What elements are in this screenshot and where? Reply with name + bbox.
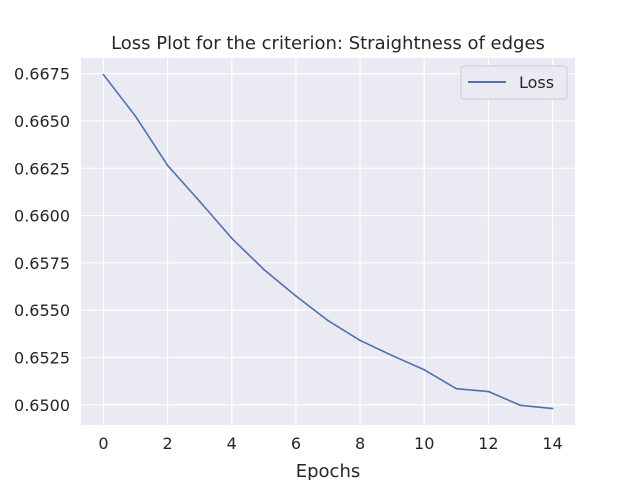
loss-point	[551, 407, 554, 410]
loss-point	[295, 295, 297, 297]
x-tick-label: 4	[227, 434, 237, 453]
loss-point	[102, 73, 105, 76]
x-axis-label: Epochs	[296, 461, 361, 480]
x-tick-label: 0	[98, 434, 108, 453]
loss-point	[327, 319, 329, 322]
x-tick-label: 2	[163, 434, 173, 453]
legend-label-loss: Loss	[519, 73, 554, 92]
loss-point	[166, 164, 169, 167]
x-tick-label: 14	[542, 434, 562, 453]
legend-box	[460, 65, 568, 100]
loss-point	[262, 268, 265, 271]
y-tick-label: 0.6550	[14, 301, 70, 320]
loss-point	[519, 404, 522, 407]
loss-point	[487, 390, 490, 393]
x-tick-label: 8	[355, 434, 365, 453]
loss-point	[359, 339, 361, 342]
loss-point	[230, 237, 233, 240]
y-tick-label: 0.6575	[14, 254, 70, 273]
x-tick-label: 12	[478, 434, 498, 453]
loss-point	[423, 368, 426, 371]
y-tick-label: 0.6625	[14, 159, 70, 178]
loss-point	[455, 387, 458, 390]
y-tick-labels: 0.6500 0.6525 0.6550 0.6575 0.6600 0.6625 0.66…	[14, 65, 70, 415]
x-tick-labels: 0 2 4 6 8 10 12 14	[98, 434, 562, 453]
x-tick-label: 6	[291, 434, 301, 453]
legend: Loss	[460, 65, 568, 100]
loss-point	[134, 115, 137, 118]
grid	[81, 58, 575, 425]
series-layer	[102, 73, 554, 410]
y-tick-label: 0.6600	[14, 207, 70, 226]
y-tick-label: 0.6650	[14, 112, 70, 131]
loss-point	[198, 200, 201, 203]
loss-point	[391, 354, 394, 357]
y-tick-label: 0.6525	[14, 348, 70, 367]
y-tick-label: 0.6500	[14, 396, 70, 415]
plot-area	[81, 58, 575, 425]
y-tick-label: 0.6675	[14, 65, 70, 84]
x-tick-label: 10	[414, 434, 434, 453]
chart-title: Loss Plot for the criterion: Straightnes…	[111, 33, 545, 54]
